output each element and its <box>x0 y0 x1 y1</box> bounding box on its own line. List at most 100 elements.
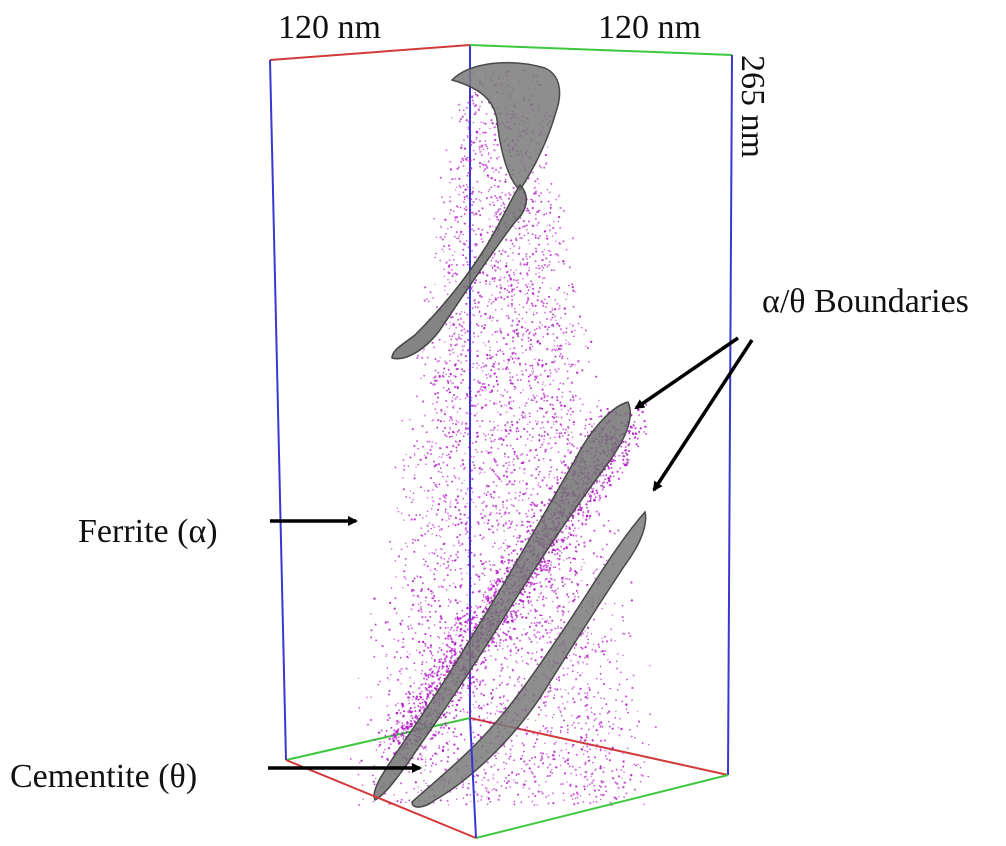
atom-dot <box>447 512 449 515</box>
atom-dot <box>543 248 546 251</box>
atom-dot <box>465 533 467 535</box>
atom-dot <box>461 157 464 160</box>
atom-dot <box>627 459 630 462</box>
atom-dot <box>599 785 602 788</box>
atom-dot <box>445 519 448 522</box>
atom-dot <box>460 465 462 467</box>
atom-dot <box>518 499 520 502</box>
atom-dot <box>542 259 544 262</box>
atom-dot <box>465 292 468 294</box>
atom-dot <box>513 453 516 456</box>
atom-dot <box>530 640 533 643</box>
atom-dot <box>497 798 500 801</box>
atom-dot <box>435 252 437 255</box>
atom-dot <box>407 656 410 659</box>
atom-dot <box>524 780 527 783</box>
atom-dot <box>613 602 616 605</box>
atom-dot <box>519 757 523 760</box>
atom-dot <box>499 166 502 170</box>
atom-dot <box>500 212 503 214</box>
atom-dot <box>479 200 482 202</box>
atom-dot <box>469 609 472 612</box>
atom-dot <box>623 771 625 773</box>
atom-dot <box>498 578 501 581</box>
atom-dot <box>472 501 475 504</box>
atom-dot <box>448 281 451 284</box>
atom-dot <box>515 509 519 512</box>
atom-dot <box>555 678 558 680</box>
atom-dot <box>571 514 574 518</box>
atom-dot <box>500 663 503 666</box>
atom-dot <box>481 389 484 392</box>
atom-dot <box>532 521 535 524</box>
atom-dot <box>490 528 492 531</box>
atom-dot <box>436 508 440 511</box>
atom-dot <box>477 291 480 294</box>
atom-dot <box>431 533 434 535</box>
atom-dot <box>425 431 428 434</box>
atom-dot <box>496 429 499 431</box>
atom-dot <box>400 512 403 515</box>
atom-dot <box>514 781 517 784</box>
atom-dot <box>488 354 491 357</box>
atom-dot <box>396 800 399 803</box>
atom-dot <box>413 662 416 664</box>
atom-dot <box>463 195 466 199</box>
atom-dot <box>458 166 461 169</box>
atom-dot <box>550 182 553 185</box>
atom-dot <box>508 676 512 679</box>
atom-dot <box>489 374 492 377</box>
atom-dot <box>397 511 400 513</box>
atom-dot <box>511 340 515 343</box>
atom-dot <box>489 420 491 423</box>
atom-dot <box>642 803 645 806</box>
atom-dot <box>518 303 521 306</box>
atom-dot <box>490 119 493 122</box>
atom-dot <box>503 761 505 764</box>
atom-dot <box>539 752 543 755</box>
atom-dot <box>502 694 506 698</box>
atom-dot <box>466 593 469 596</box>
atom-dot <box>526 438 529 440</box>
atom-dot <box>505 435 508 438</box>
atom-dot <box>445 741 448 745</box>
atom-dot <box>429 382 433 385</box>
atom-dot <box>466 711 469 713</box>
atom-dot <box>599 793 602 796</box>
atom-dot <box>572 363 574 366</box>
atom-dot <box>623 796 626 798</box>
atom-dot <box>565 331 568 334</box>
atom-dot <box>516 323 519 326</box>
atom-dot <box>559 307 561 310</box>
atom-dot <box>566 293 569 296</box>
atom-dot <box>411 427 414 431</box>
atom-dot <box>616 782 619 785</box>
atom-dot <box>438 359 441 362</box>
atom-dot <box>472 187 474 189</box>
atom-dot <box>476 435 479 438</box>
atom-dot <box>472 121 475 124</box>
atom-dot <box>414 454 416 457</box>
atom-dot <box>534 756 537 759</box>
atom-dot <box>487 587 490 590</box>
atom-dot <box>556 596 559 599</box>
atom-dot <box>444 501 447 503</box>
atom-dot <box>472 366 474 368</box>
atom-dot <box>445 149 448 152</box>
atom-dot <box>511 376 514 378</box>
atom-dot <box>482 573 484 575</box>
atom-dot <box>441 733 444 736</box>
atom-dot <box>600 678 603 681</box>
atom-dot <box>590 632 593 635</box>
atom-dot <box>586 778 589 781</box>
atom-dot <box>489 451 493 454</box>
atom-dot <box>603 793 606 796</box>
atom-dot <box>444 410 446 412</box>
atom-dot <box>504 180 507 183</box>
atom-dot <box>559 550 561 553</box>
atom-dot <box>434 752 437 755</box>
atom-dot <box>592 552 596 555</box>
atom-dot <box>578 715 581 718</box>
atom-dot <box>405 496 408 498</box>
atom-dot <box>463 207 466 210</box>
